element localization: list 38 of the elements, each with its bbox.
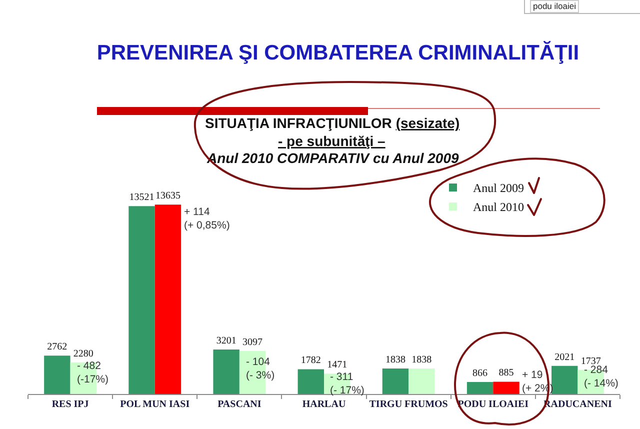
x-tick-label: TIRGU FRUMOS bbox=[369, 399, 448, 410]
x-tick-label: POL MUN IASI bbox=[120, 399, 190, 410]
data-label: 13521 bbox=[129, 192, 154, 204]
bar bbox=[44, 356, 70, 394]
bar bbox=[298, 369, 324, 394]
bar bbox=[552, 366, 578, 394]
data-label: 2021 bbox=[554, 352, 575, 363]
data-label: 1471 bbox=[327, 360, 348, 371]
bar bbox=[382, 368, 409, 394]
annotation: - 104 (- 3%) bbox=[246, 356, 275, 382]
legend-label: Anul 2009 bbox=[473, 181, 524, 196]
search-field: podu iloaiei bbox=[524, 0, 640, 14]
data-label: 885 bbox=[498, 368, 514, 379]
data-label: 1838 bbox=[412, 354, 432, 366]
x-tick-label: RES IPJ bbox=[52, 399, 89, 410]
bar bbox=[493, 382, 520, 394]
legend-label: Anul 2010 bbox=[473, 200, 524, 214]
x-tick-label: PASCANI bbox=[218, 399, 262, 410]
bar bbox=[466, 382, 494, 394]
data-label: 1782 bbox=[300, 355, 321, 366]
annotation: - 482 (-17%) bbox=[77, 360, 109, 386]
annotation: + 114 (+ 0,85%) bbox=[184, 206, 230, 232]
x-tick-label: HARLAU bbox=[302, 399, 346, 410]
bar bbox=[213, 350, 240, 394]
data-label: 1838 bbox=[385, 354, 406, 366]
data-label: 13635 bbox=[155, 190, 180, 202]
data-label: 866 bbox=[472, 368, 488, 379]
annotation: - 284 (- 14%) bbox=[584, 364, 618, 390]
data-label: 3201 bbox=[216, 336, 236, 347]
data-label: 2762 bbox=[47, 342, 68, 353]
data-label: 3097 bbox=[242, 336, 263, 348]
annotation: - 311 (- 17%) bbox=[330, 371, 364, 397]
chart-title: PREVENIREA ŞI COMBATEREA CRIMINALITĂŢII bbox=[96, 40, 580, 64]
bar bbox=[408, 368, 435, 394]
data-label: 1737 bbox=[580, 356, 601, 367]
bar bbox=[128, 206, 155, 394]
data-label: 2280 bbox=[73, 348, 94, 360]
bar bbox=[154, 204, 182, 394]
